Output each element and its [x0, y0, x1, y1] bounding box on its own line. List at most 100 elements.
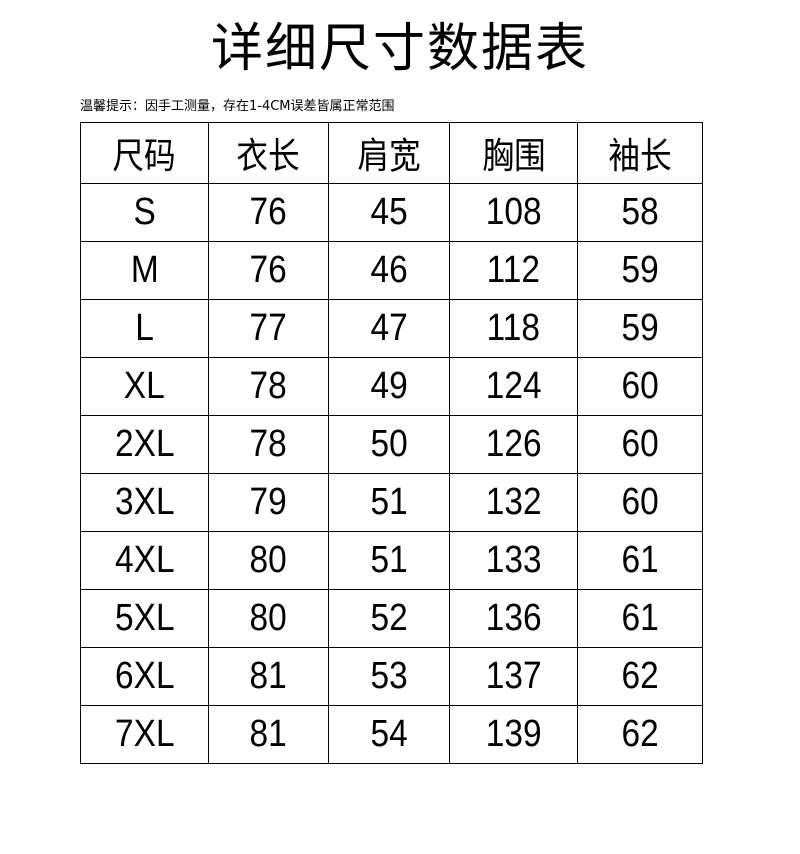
cell-text: 79	[249, 481, 288, 523]
cell-text: 60	[621, 365, 659, 407]
table-cell: 59	[577, 299, 703, 358]
cell-text: 胸围	[481, 136, 546, 177]
table-cell: 52	[328, 589, 450, 648]
table-cell: 2XL	[80, 415, 209, 474]
cell-text: 45	[370, 191, 408, 233]
table-cell: 53	[328, 647, 450, 706]
size-table: 尺码 衣长 肩宽 胸围 袖长 S 76 45 108 58 M 76 46 112 59 L 77 47 118 59…	[80, 122, 703, 764]
cell-text: 118	[486, 307, 541, 349]
header-cell: 肩宽	[328, 122, 450, 184]
table-cell: 50	[328, 415, 450, 474]
cell-text: 51	[370, 539, 408, 581]
cell-text: S	[133, 191, 156, 233]
cell-text: 62	[621, 713, 659, 755]
table-cell: 76	[207, 183, 330, 242]
table-row: 6XL 81 53 137 62	[80, 647, 703, 706]
table-cell: 108	[448, 183, 579, 242]
cell-text: 124	[485, 365, 542, 407]
table-cell: 58	[577, 183, 703, 242]
cell-text: 4XL	[114, 539, 175, 581]
cell-text: 137	[485, 655, 542, 697]
table-cell: 3XL	[80, 473, 209, 532]
table-cell: 81	[207, 647, 330, 706]
cell-text: 80	[249, 539, 288, 581]
table-cell: 124	[448, 357, 579, 416]
table-cell: 79	[207, 473, 330, 532]
table-cell: 60	[577, 473, 703, 532]
cell-text: 49	[370, 365, 408, 407]
table-cell: 78	[207, 415, 330, 474]
cell-text: 126	[485, 423, 542, 465]
cell-text: 133	[485, 539, 542, 581]
cell-text: 78	[249, 423, 288, 465]
table-cell: 132	[448, 473, 579, 532]
table-row: XL 78 49 124 60	[80, 357, 703, 416]
cell-text: 46	[370, 249, 408, 291]
cell-text: 袖长	[608, 136, 672, 177]
cell-text: 肩宽	[357, 136, 421, 177]
cell-text: 59	[621, 249, 659, 291]
table-cell: 112	[448, 241, 579, 300]
cell-text: 62	[621, 655, 659, 697]
cell-text: 54	[370, 713, 408, 755]
table-cell: 46	[328, 241, 450, 300]
cell-text: 50	[370, 423, 408, 465]
table-row: 2XL 78 50 126 60	[80, 415, 703, 474]
cell-text: 51	[370, 481, 408, 523]
page-title: 详细尺寸数据表	[210, 19, 589, 79]
header-cell: 袖长	[577, 122, 703, 184]
cell-text: 衣长	[236, 136, 301, 177]
cell-text: 78	[249, 365, 288, 407]
cell-text: 3XL	[114, 481, 175, 523]
table-cell: 45	[328, 183, 450, 242]
cell-text: 52	[370, 597, 408, 639]
table-cell: 61	[577, 589, 703, 648]
cell-text: 76	[249, 191, 288, 233]
table-cell: 60	[577, 415, 703, 474]
table-cell: 77	[207, 299, 330, 358]
cell-text: 139	[485, 713, 542, 755]
header-row: 尺码 衣长 肩宽 胸围 袖长	[80, 122, 703, 184]
table-row: 7XL 81 54 139 62	[80, 705, 703, 764]
table-row: M 76 46 112 59	[80, 241, 703, 300]
header-cell: 衣长	[207, 122, 330, 184]
cell-text: 108	[485, 191, 542, 233]
table-cell: 60	[577, 357, 703, 416]
table-cell: M	[80, 241, 209, 300]
cell-text: 2XL	[114, 423, 175, 465]
cell-text: 61	[621, 539, 659, 581]
table-row: S 76 45 108 58	[80, 183, 703, 242]
cell-text: 尺码	[112, 136, 177, 177]
cell-text: 112	[486, 249, 541, 291]
cell-text: 132	[485, 481, 542, 523]
table-cell: 80	[207, 531, 330, 590]
table-cell: XL	[80, 357, 209, 416]
table-cell: 136	[448, 589, 579, 648]
table-cell: 47	[328, 299, 450, 358]
table-cell: 126	[448, 415, 579, 474]
table-cell: 76	[207, 241, 330, 300]
table-cell: 61	[577, 531, 703, 590]
table-cell: 133	[448, 531, 579, 590]
table-row: 4XL 80 51 133 61	[80, 531, 703, 590]
table-cell: 7XL	[80, 705, 209, 764]
table-row: 5XL 80 52 136 61	[80, 589, 703, 648]
header-cell: 尺码	[80, 122, 209, 184]
cell-text: 60	[621, 423, 659, 465]
cell-text: L	[135, 307, 154, 349]
table-cell: 51	[328, 531, 450, 590]
cell-text: 47	[370, 307, 408, 349]
cell-text: XL	[123, 365, 165, 407]
cell-text: 6XL	[114, 655, 175, 697]
cell-text: 81	[249, 655, 288, 697]
cell-text: 80	[249, 597, 288, 639]
measurement-note: 温馨提示：因手工测量，存在1-4CM误差皆属正常范围	[80, 99, 395, 114]
cell-text: 7XL	[114, 713, 175, 755]
table-cell: 5XL	[80, 589, 209, 648]
table-cell: 62	[577, 705, 703, 764]
cell-text: 136	[485, 597, 542, 639]
table-cell: 54	[328, 705, 450, 764]
cell-text: 76	[249, 249, 288, 291]
cell-text: 53	[370, 655, 408, 697]
cell-text: 81	[249, 713, 288, 755]
